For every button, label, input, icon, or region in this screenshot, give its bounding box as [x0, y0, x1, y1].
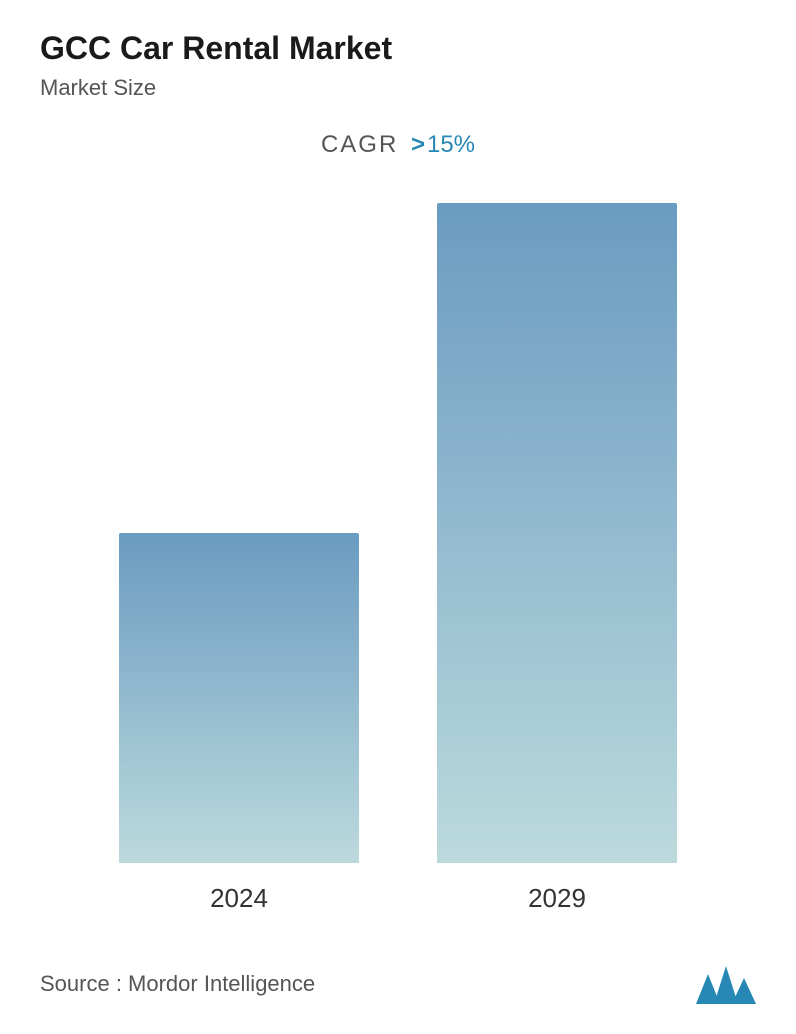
chart-footer: Source : Mordor Intelligence — [40, 944, 756, 1004]
bar-label: 2024 — [210, 883, 268, 914]
cagr-label: CAGR — [321, 131, 398, 158]
chart-area: 2024 2029 — [40, 199, 756, 934]
bar-group: 2029 — [437, 203, 677, 914]
bar-label: 2029 — [528, 883, 586, 914]
source-text: Source : Mordor Intelligence — [40, 971, 315, 997]
bar — [119, 533, 359, 863]
bar — [437, 203, 677, 863]
cagr-line: CAGR >15% — [40, 131, 756, 159]
cagr-value: 15% — [427, 131, 475, 158]
bar-group: 2024 — [119, 533, 359, 914]
chart-container: GCC Car Rental Market Market Size CAGR >… — [0, 0, 796, 1034]
mordor-logo-icon — [696, 964, 756, 1004]
chart-title: GCC Car Rental Market — [40, 30, 756, 67]
cagr-arrow-icon: > — [411, 131, 425, 158]
chart-subtitle: Market Size — [40, 75, 756, 101]
